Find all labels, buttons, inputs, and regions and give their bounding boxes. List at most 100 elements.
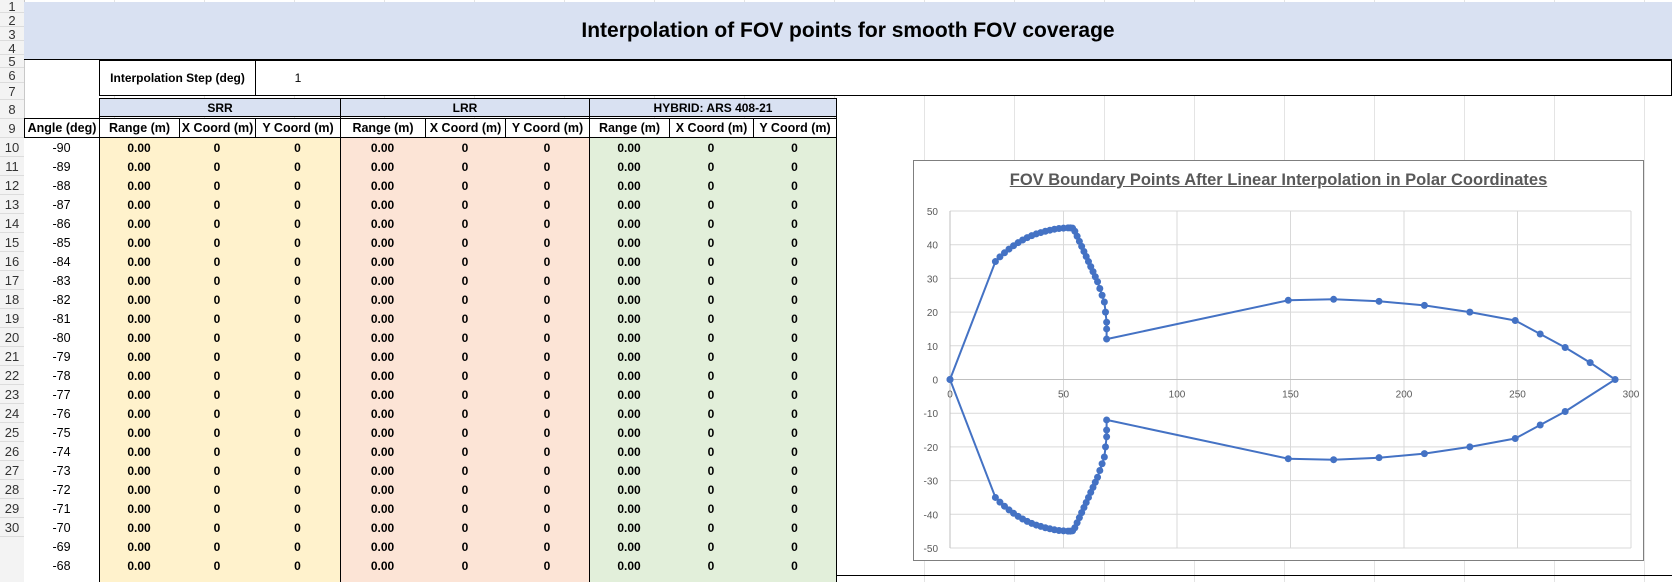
- coord-cell[interactable]: 0: [707, 235, 715, 250]
- coord-cell[interactable]: 0: [294, 311, 301, 326]
- coord-cell[interactable]: 0: [213, 406, 221, 421]
- coord-cell[interactable]: 0: [791, 368, 798, 383]
- range-cell[interactable]: 0.00: [370, 539, 395, 554]
- column-header[interactable]: Angle (deg): [24, 118, 100, 138]
- coord-cell[interactable]: 0: [213, 292, 221, 307]
- coord-cell[interactable]: 0: [213, 444, 221, 459]
- coord-cell[interactable]: 0: [461, 178, 469, 193]
- column-header[interactable]: X Coord (m): [425, 118, 506, 138]
- coord-cell[interactable]: 0: [461, 216, 469, 231]
- coord-cell[interactable]: 0: [461, 197, 469, 212]
- range-cell[interactable]: 0.00: [617, 463, 641, 478]
- coord-cell[interactable]: 0: [213, 197, 221, 212]
- angle-cell[interactable]: -80: [52, 330, 71, 345]
- coord-cell[interactable]: 0: [213, 368, 221, 383]
- row-number[interactable]: 14: [0, 214, 24, 233]
- range-cell[interactable]: 0.00: [617, 558, 641, 573]
- coord-cell[interactable]: 0: [294, 482, 301, 497]
- coord-cell[interactable]: 0: [461, 539, 469, 554]
- range-cell[interactable]: 0.00: [127, 444, 151, 459]
- row-number[interactable]: 1: [0, 0, 24, 13]
- coord-cell[interactable]: 0: [461, 501, 469, 516]
- coord-cell[interactable]: 0: [707, 216, 715, 231]
- coord-cell[interactable]: 0: [791, 254, 798, 269]
- range-cell[interactable]: 0.00: [370, 311, 395, 326]
- coord-cell[interactable]: 0: [213, 387, 221, 402]
- range-cell[interactable]: 0.00: [617, 197, 641, 212]
- angle-cell[interactable]: -86: [52, 216, 71, 231]
- range-cell[interactable]: 0.00: [370, 178, 395, 193]
- range-cell[interactable]: 0.00: [127, 520, 151, 535]
- coord-cell[interactable]: 0: [461, 368, 469, 383]
- coord-cell[interactable]: 0: [461, 406, 469, 421]
- coord-cell[interactable]: 0: [791, 520, 798, 535]
- angle-cell[interactable]: -79: [52, 349, 71, 364]
- range-cell[interactable]: 0.00: [617, 349, 641, 364]
- coord-cell[interactable]: 0: [461, 292, 469, 307]
- coord-cell[interactable]: 0: [213, 159, 221, 174]
- coord-cell[interactable]: 0: [791, 159, 798, 174]
- coord-cell[interactable]: 0: [461, 387, 469, 402]
- coord-cell[interactable]: 0: [791, 197, 798, 212]
- coord-cell[interactable]: 0: [213, 311, 221, 326]
- coord-cell[interactable]: 0: [707, 178, 715, 193]
- range-cell[interactable]: 0.00: [617, 292, 641, 307]
- range-cell[interactable]: 0.00: [370, 159, 395, 174]
- coord-cell[interactable]: 0: [461, 254, 469, 269]
- coord-cell[interactable]: 0: [707, 482, 715, 497]
- range-cell[interactable]: 0.00: [127, 330, 151, 345]
- coord-cell[interactable]: 0: [707, 197, 715, 212]
- coord-cell[interactable]: 0: [543, 368, 551, 383]
- row-number[interactable]: 5: [0, 55, 24, 68]
- coord-cell[interactable]: 0: [294, 368, 301, 383]
- row-number[interactable]: 6: [0, 68, 24, 83]
- range-cell[interactable]: 0.00: [127, 349, 151, 364]
- coord-cell[interactable]: 0: [707, 406, 715, 421]
- row-number[interactable]: 17: [0, 271, 24, 290]
- coord-cell[interactable]: 0: [213, 216, 221, 231]
- coord-cell[interactable]: 0: [543, 330, 551, 345]
- row-number[interactable]: 18: [0, 290, 24, 309]
- angle-cell[interactable]: -72: [52, 482, 71, 497]
- row-number[interactable]: 15: [0, 233, 24, 252]
- row-number[interactable]: 28: [0, 480, 24, 499]
- coord-cell[interactable]: 0: [707, 273, 715, 288]
- coord-cell[interactable]: 0: [213, 178, 221, 193]
- coord-cell[interactable]: 0: [294, 501, 301, 516]
- coord-cell[interactable]: 0: [461, 311, 469, 326]
- group-header-srr[interactable]: SRR: [99, 98, 341, 117]
- coord-cell[interactable]: 0: [461, 330, 469, 345]
- range-cell[interactable]: 0.00: [370, 425, 395, 440]
- row-number[interactable]: 21: [0, 347, 24, 366]
- column-header[interactable]: Y Coord (m): [505, 118, 590, 138]
- angle-cell[interactable]: -71: [52, 501, 71, 516]
- range-cell[interactable]: 0.00: [370, 235, 395, 250]
- row-number[interactable]: 13: [0, 195, 24, 214]
- row-number[interactable]: 8: [0, 100, 24, 119]
- column-header[interactable]: X Coord (m): [179, 118, 256, 138]
- coord-cell[interactable]: 0: [213, 520, 221, 535]
- range-cell[interactable]: 0.00: [370, 140, 395, 155]
- coord-cell[interactable]: 0: [543, 292, 551, 307]
- coord-cell[interactable]: 0: [461, 558, 469, 573]
- row-number[interactable]: 27: [0, 461, 24, 480]
- coord-cell[interactable]: 0: [791, 425, 798, 440]
- group-header-hybrid[interactable]: HYBRID: ARS 408-21: [589, 98, 837, 117]
- angle-cell[interactable]: -73: [52, 463, 71, 478]
- fov-chart[interactable]: FOV Boundary Points After Linear Interpo…: [913, 160, 1644, 561]
- range-cell[interactable]: 0.00: [127, 539, 151, 554]
- angle-cell[interactable]: -77: [52, 387, 71, 402]
- coord-cell[interactable]: 0: [461, 444, 469, 459]
- range-cell[interactable]: 0.00: [370, 520, 395, 535]
- range-cell[interactable]: 0.00: [617, 254, 641, 269]
- coord-cell[interactable]: 0: [213, 254, 221, 269]
- coord-cell[interactable]: 0: [294, 273, 301, 288]
- range-cell[interactable]: 0.00: [370, 330, 395, 345]
- coord-cell[interactable]: 0: [791, 235, 798, 250]
- angle-cell[interactable]: -81: [52, 311, 71, 326]
- coord-cell[interactable]: 0: [294, 159, 301, 174]
- coord-cell[interactable]: 0: [294, 216, 301, 231]
- angle-cell[interactable]: -89: [52, 159, 71, 174]
- angle-cell[interactable]: -87: [52, 197, 71, 212]
- coord-cell[interactable]: 0: [213, 349, 221, 364]
